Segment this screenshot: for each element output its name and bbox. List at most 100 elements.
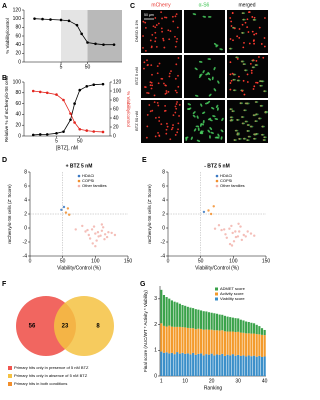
cell	[243, 109, 247, 112]
point	[249, 232, 253, 235]
bar-segment	[253, 323, 256, 334]
x-tick-label: 10	[182, 378, 188, 384]
bar-segment	[186, 306, 189, 328]
point	[55, 93, 58, 96]
y-tick-label: 2	[154, 322, 157, 328]
cell	[172, 124, 174, 126]
cell	[230, 79, 233, 82]
cell	[253, 33, 256, 36]
bar-segment	[223, 331, 226, 356]
cell	[154, 17, 157, 19]
cell	[158, 62, 161, 65]
bar-segment	[210, 312, 213, 330]
point	[217, 224, 221, 227]
point	[231, 231, 234, 235]
cell	[175, 107, 178, 110]
point	[92, 225, 96, 228]
cell	[161, 17, 163, 20]
x-tick-label: 40	[262, 378, 268, 384]
cell	[211, 107, 215, 110]
cell	[162, 39, 165, 42]
bar-segment	[255, 324, 258, 335]
x-tick-label: 50	[85, 64, 91, 70]
cell	[251, 30, 254, 33]
panel-letter: G	[140, 281, 146, 288]
cell	[242, 63, 247, 65]
point	[242, 233, 245, 237]
bar-segment	[218, 330, 221, 355]
bar-segment	[173, 326, 176, 355]
bar-segment	[194, 309, 197, 330]
cell	[241, 32, 245, 34]
x-axis-title: Viability/Control (%)	[195, 265, 239, 271]
cell	[242, 79, 245, 82]
bar-segment	[202, 329, 205, 356]
bar-segment	[170, 352, 173, 376]
cell	[262, 139, 267, 141]
cell	[229, 17, 232, 19]
chart-title: + BTZ 5 nM	[66, 163, 93, 169]
cell	[241, 23, 244, 26]
cell	[200, 123, 205, 126]
x-tick-label: 50	[60, 258, 66, 264]
cell	[177, 128, 179, 131]
bar-segment	[239, 332, 242, 356]
cell	[192, 111, 196, 115]
cell	[229, 88, 232, 91]
point	[38, 133, 42, 136]
cell	[233, 27, 236, 30]
y-tick-label: 8	[162, 169, 165, 175]
x-tick-label: 50	[77, 138, 83, 144]
legend-label: Other families	[82, 183, 107, 188]
cell	[243, 41, 245, 44]
legend-label: Other families	[220, 183, 245, 188]
cell	[174, 35, 176, 38]
row-label: DMSO 0.1%	[134, 19, 139, 42]
bar-segment	[226, 316, 229, 332]
bar-segment	[181, 305, 184, 328]
panel-letter: C	[130, 3, 135, 10]
point	[225, 236, 228, 239]
cell	[174, 77, 177, 80]
point	[222, 228, 226, 231]
x-tick-label: 100	[229, 258, 238, 264]
bar-segment	[184, 353, 187, 376]
bar-segment	[263, 329, 266, 336]
bar-segment	[176, 302, 179, 327]
point	[31, 133, 35, 137]
bar-segment	[162, 352, 166, 376]
cell	[176, 101, 178, 103]
bar-segment	[192, 352, 195, 376]
x-tick-label: 150	[124, 258, 133, 264]
cell	[161, 77, 164, 80]
y-axis-title: Relative % of mCherry/α-S6 cells	[4, 75, 9, 142]
point	[78, 127, 82, 131]
point	[45, 133, 49, 136]
legend-label: COPSi	[220, 178, 232, 183]
y-tick-label: 2	[24, 211, 27, 217]
legend-marker	[215, 179, 219, 183]
y-tick-label: 120	[13, 7, 22, 13]
cell	[263, 45, 266, 48]
bar-segment	[215, 313, 219, 331]
bar-segment	[255, 356, 258, 376]
legend-marker	[77, 184, 81, 188]
cell	[253, 133, 258, 136]
cell	[156, 101, 159, 104]
cell	[171, 15, 174, 18]
point	[230, 244, 234, 247]
cell	[166, 122, 168, 125]
y-tick-label: 80	[113, 97, 119, 103]
point	[239, 225, 242, 228]
cell	[242, 46, 245, 49]
bar-segment	[205, 354, 208, 376]
cell	[152, 25, 155, 28]
cell	[246, 102, 250, 105]
point	[41, 17, 44, 21]
bar-segment	[184, 327, 187, 354]
y-tick-label: 0	[113, 133, 116, 139]
bar-segment	[242, 355, 245, 376]
cell	[208, 93, 212, 97]
venn-count: 23	[62, 324, 69, 330]
cell	[242, 137, 247, 140]
